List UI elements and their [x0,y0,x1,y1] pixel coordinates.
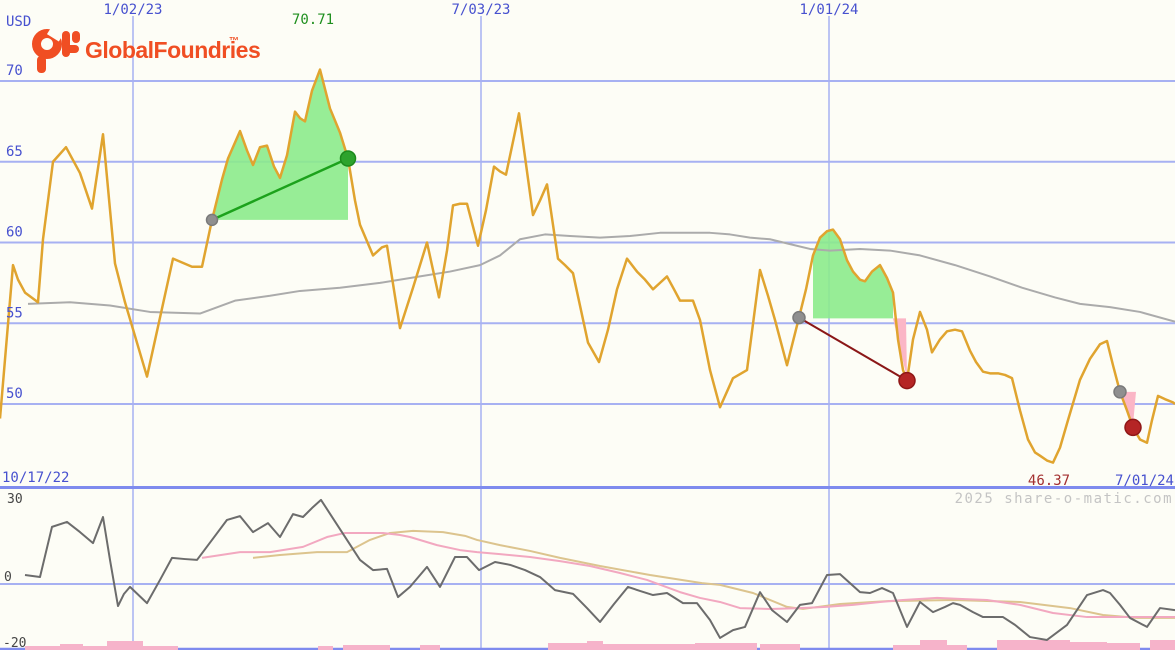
start-date-label: 10/17/22 [2,470,69,486]
signal-line-pink [201,531,1175,619]
logo-f-bar [62,45,79,53]
trend-line[interactable] [211,157,349,222]
globalfoundries-logo-text: GlobalFoundries [85,37,260,63]
oscillator-tick-label: 30 [7,492,23,507]
macd-histogram-bar [1070,642,1107,650]
axis-labels-layer: 70 65 60 55 50 30 0 -20 1/02/23 7/03/23 1/01/24 [3,2,859,650]
globalfoundries-logo-icon [32,25,80,73]
macd-histogram-bar [548,643,587,650]
logo-g-tail [37,56,46,73]
macd-histogram-bar [1150,640,1175,650]
date-label: 7/03/23 [451,2,510,18]
macd-histogram-bar [318,646,333,650]
gridlines-layer [0,16,1175,650]
macd-histogram-bar [997,640,1070,650]
macd-histogram-bar [893,645,920,650]
macd-histogram-bar [25,646,60,650]
macd-histogram-bar [107,641,143,650]
date-label: 1/02/23 [103,2,162,18]
price-line [0,68,1175,464]
macd-histogram-bar [603,644,695,650]
currency-label: USD [6,14,31,30]
price-tick-label: 55 [6,305,23,321]
macd-histogram-bar [343,645,390,650]
end-date-label: 7/01/24 [1115,473,1174,489]
price-tick-label: 50 [6,386,23,402]
macd-histogram-bar [695,643,757,650]
price-tick-label: 70 [6,63,23,79]
annotation-dot-red[interactable] [898,371,916,390]
macd-histogram-bar [83,646,107,650]
gain-region [813,229,893,319]
oscillator-line [24,498,1175,641]
moving-average-line [27,231,1175,323]
date-label: 1/01/24 [799,2,858,18]
oscillator-tick-label: 0 [4,570,12,585]
annotation-dot-gray[interactable] [1113,385,1127,399]
macd-histogram-bar [947,645,967,650]
macd-histogram-bar [143,646,178,650]
macd-histogram-bar [760,644,800,650]
watermark: 2025 share-o-matic.com [955,491,1173,507]
high-annotation-label: 70.71 [292,12,334,28]
oscillator-tick-label: -20 [3,636,26,650]
macd-histogram-bar [920,640,947,650]
price-tick-label: 65 [6,144,23,160]
logo-g-ring [32,29,62,59]
series-lines-layer [0,68,1175,641]
histogram-layer [25,640,1175,650]
annotations-layer [205,150,1142,437]
macd-histogram-bar [60,644,83,650]
low-annotation-label: 46.37 [1028,473,1070,489]
logo-trademark: ™ [229,36,239,47]
signal-line-tan [252,529,1175,619]
annotation-dot-red[interactable] [1124,418,1142,437]
annotation-dot-green[interactable] [339,150,357,167]
price-tick-label: 60 [6,225,23,241]
macd-histogram-bar [420,645,440,650]
macd-histogram-bar [1107,643,1140,650]
annotation-dot-gray[interactable] [792,310,806,325]
logo-f-stem [62,31,70,57]
globalfoundries-logo[interactable]: GlobalFoundries ™ [32,25,261,73]
annotation-dot-gray[interactable] [205,213,219,227]
logo-g-gap [46,25,65,42]
macd-histogram-bar [587,641,603,650]
trend-line[interactable] [798,316,908,382]
gain-region [212,69,348,220]
logo-f-dot [72,31,80,43]
